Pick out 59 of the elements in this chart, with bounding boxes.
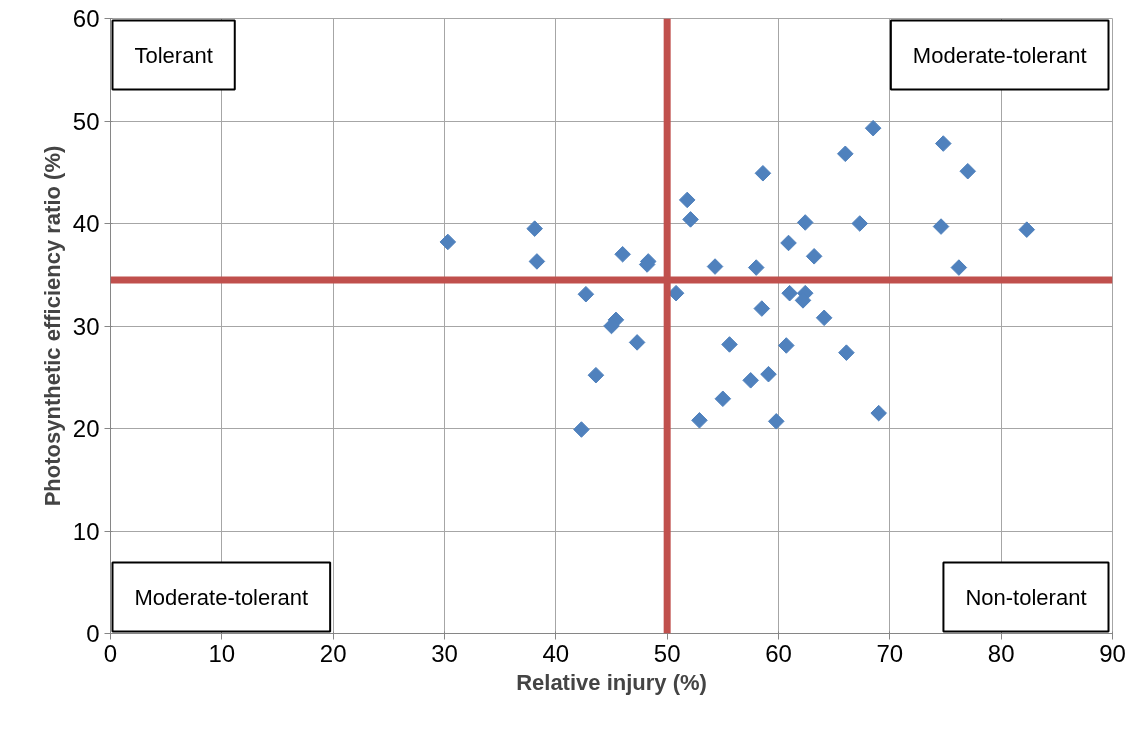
y-tick-label: 40 xyxy=(72,210,100,237)
point xyxy=(678,191,696,209)
point xyxy=(721,336,738,353)
point xyxy=(439,233,457,251)
point xyxy=(870,404,887,422)
point xyxy=(959,162,977,180)
annotation: Moderate-tolerant xyxy=(912,42,1087,68)
x-tick-label: 80 xyxy=(987,639,1015,667)
point xyxy=(614,245,631,263)
point xyxy=(760,365,777,383)
point xyxy=(753,300,771,317)
point xyxy=(682,211,699,228)
point xyxy=(706,258,724,275)
point xyxy=(796,214,814,231)
point xyxy=(935,135,952,152)
point xyxy=(778,337,795,354)
x-tick-label: 30 xyxy=(431,639,458,667)
x-tick-label: 90 xyxy=(1099,639,1126,667)
x-tick-label: 60 xyxy=(765,639,792,667)
point xyxy=(950,259,968,276)
point xyxy=(805,248,823,265)
x-tick-label: 70 xyxy=(876,639,904,667)
point xyxy=(851,215,869,232)
y-tick-label: 60 xyxy=(72,5,100,32)
point xyxy=(838,344,855,361)
point xyxy=(932,218,950,235)
y-tick-label: 50 xyxy=(72,107,100,135)
point xyxy=(837,145,854,163)
annotation: Non-tolerant xyxy=(965,584,1087,610)
x-tick-label: 50 xyxy=(653,639,681,667)
point xyxy=(691,412,708,429)
point xyxy=(747,259,765,276)
y-tick-label: 20 xyxy=(72,415,100,442)
x-tick-label: 0 xyxy=(103,639,118,667)
point xyxy=(754,165,772,182)
y-tick-label: 30 xyxy=(72,312,100,340)
point xyxy=(768,413,785,430)
point xyxy=(815,309,833,327)
x-tick-label: 20 xyxy=(319,639,347,667)
annotation: Tolerant xyxy=(134,42,213,68)
x-tick-label: 10 xyxy=(208,639,236,667)
point xyxy=(577,285,595,303)
point xyxy=(1018,221,1036,238)
y-tick-label: 10 xyxy=(72,517,100,545)
point xyxy=(714,390,732,408)
point xyxy=(587,366,605,384)
point xyxy=(742,372,759,389)
x-tick-label: 40 xyxy=(542,639,570,667)
point xyxy=(628,334,646,351)
point xyxy=(780,234,797,252)
point xyxy=(573,421,590,438)
point xyxy=(864,119,882,137)
annotation: Moderate-tolerant xyxy=(134,584,309,610)
point xyxy=(528,253,546,270)
y-axis-title: Photosynthetic efficiency ratio (%) xyxy=(39,145,65,507)
y-tick-label: 0 xyxy=(86,620,100,647)
x-axis-title: Relative injury (%) xyxy=(516,669,707,695)
point xyxy=(526,220,543,237)
point xyxy=(781,284,798,302)
